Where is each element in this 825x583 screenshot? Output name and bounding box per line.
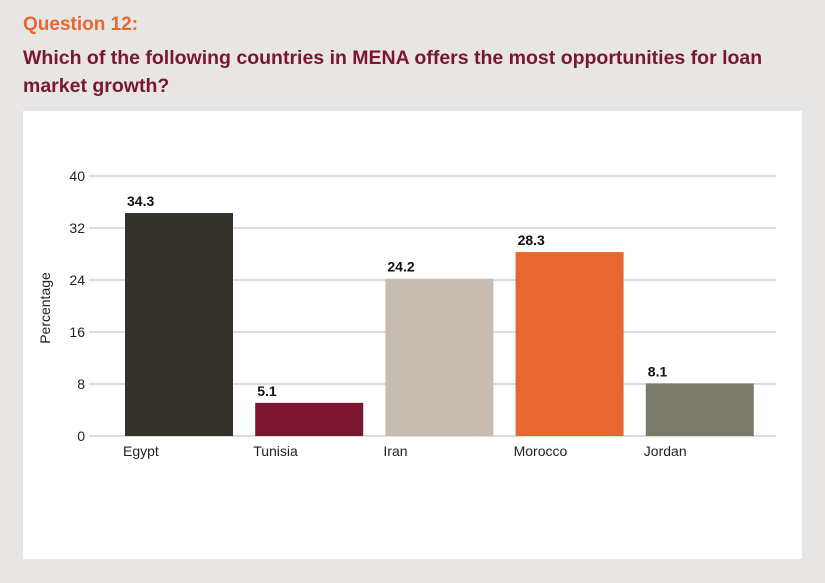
data-label: 28.3 bbox=[518, 232, 545, 248]
y-tick-label: 16 bbox=[69, 324, 85, 340]
x-tick-label: Egypt bbox=[123, 443, 159, 459]
x-tick-label: Tunisia bbox=[253, 443, 298, 459]
y-axis-title: Percentage bbox=[37, 272, 53, 344]
question-number: Question 12: bbox=[23, 14, 139, 35]
data-label: 34.3 bbox=[127, 193, 154, 209]
question-text: Which of the following countries in MENA… bbox=[23, 47, 763, 97]
bar-tunisia bbox=[255, 402, 364, 436]
y-tick-label: 40 bbox=[69, 168, 85, 184]
x-tick-label: Jordan bbox=[644, 443, 687, 459]
data-label: 8.1 bbox=[648, 363, 668, 379]
x-tick-label: Morocco bbox=[514, 443, 568, 459]
y-tick-label: 0 bbox=[77, 428, 85, 444]
bars bbox=[125, 213, 754, 436]
data-label: 5.1 bbox=[257, 383, 277, 399]
x-tick-label: Iran bbox=[383, 443, 407, 459]
y-tick-label: 8 bbox=[77, 376, 85, 392]
labels: 0 8 16 24 32 40 34.3 Egypt 5.1 Tunisia 24.2 Iran 28.… bbox=[69, 168, 686, 459]
data-label: 24.2 bbox=[387, 259, 414, 275]
bar-iran bbox=[385, 278, 494, 436]
bar-jordan bbox=[645, 383, 754, 436]
y-tick-label: 24 bbox=[69, 272, 85, 288]
bar-morocco bbox=[515, 252, 624, 436]
y-tick-label: 32 bbox=[69, 220, 85, 236]
bar-egypt bbox=[125, 213, 233, 436]
